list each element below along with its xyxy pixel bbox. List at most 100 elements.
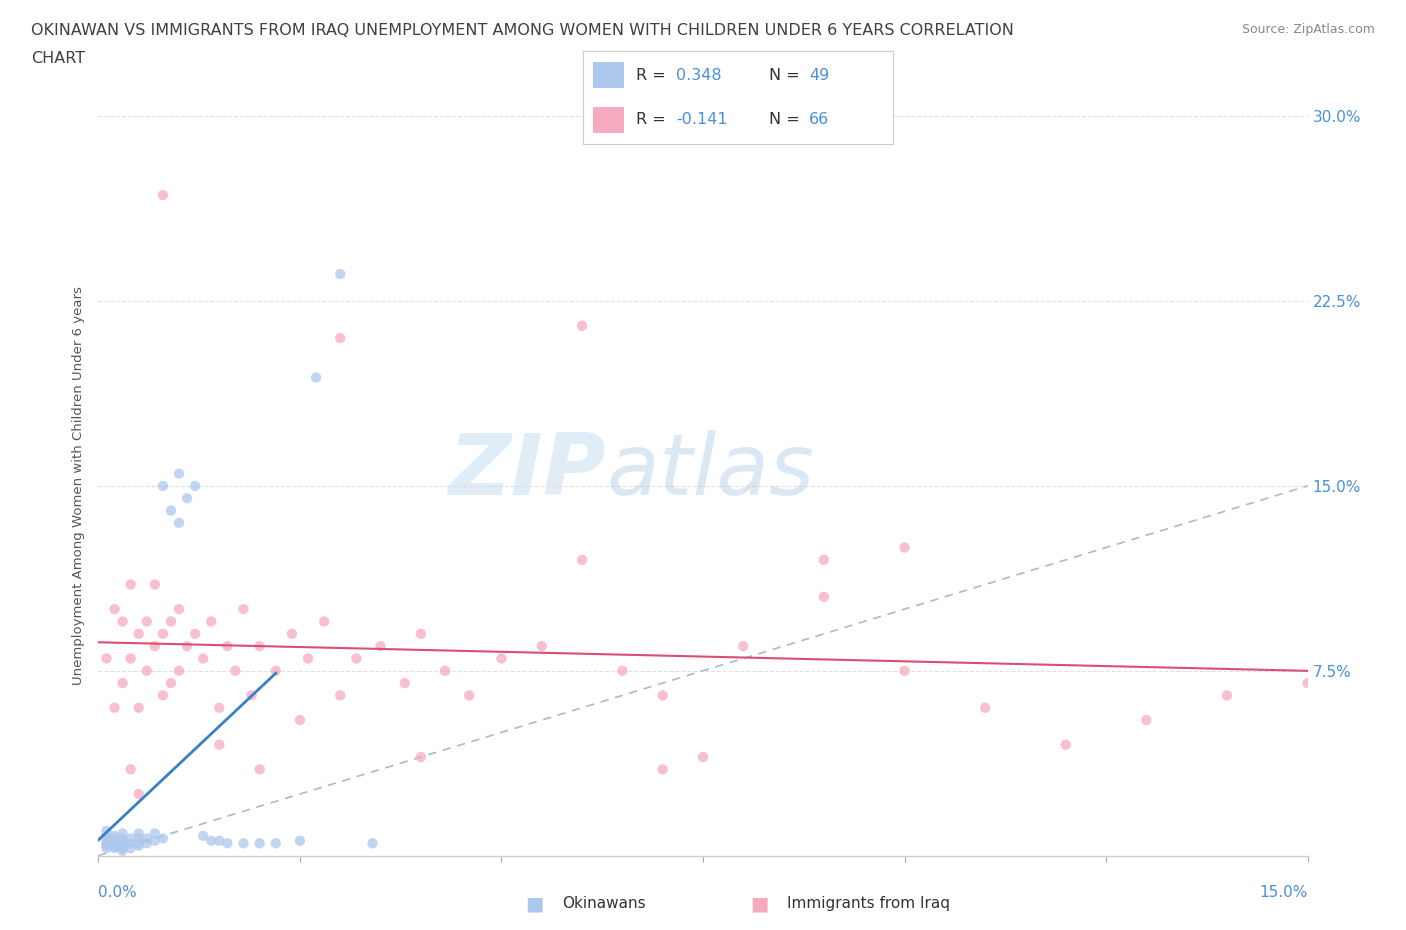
Text: ZIP: ZIP: [449, 430, 606, 512]
Point: [143, 833, 166, 848]
Text: 0.348: 0.348: [676, 68, 721, 83]
Text: ■: ■: [749, 895, 769, 913]
Point: [128, 826, 150, 841]
Point: [176, 491, 198, 506]
Point: [135, 663, 157, 678]
Point: [224, 663, 246, 678]
Point: [249, 836, 271, 851]
Point: [167, 466, 190, 481]
Point: [651, 762, 673, 777]
Text: R =: R =: [636, 68, 671, 83]
Point: [249, 762, 271, 777]
Point: [152, 830, 174, 845]
Point: [152, 479, 174, 494]
Point: [530, 639, 553, 654]
Point: [176, 639, 198, 654]
Point: [297, 651, 319, 666]
Point: [167, 663, 190, 678]
Point: [288, 833, 311, 848]
Point: [96, 830, 118, 845]
Point: [111, 838, 134, 853]
Point: [193, 829, 215, 844]
Point: [344, 651, 367, 666]
Point: [103, 602, 125, 617]
Point: [409, 627, 432, 642]
Point: [232, 602, 254, 617]
Point: [103, 841, 125, 856]
Point: [111, 614, 134, 629]
Point: [135, 614, 157, 629]
Point: [167, 515, 190, 530]
Point: [361, 836, 384, 851]
Point: [152, 627, 174, 642]
Point: [96, 838, 118, 853]
Point: [96, 841, 118, 856]
Point: [111, 836, 134, 851]
Point: [1135, 712, 1157, 727]
Point: [217, 639, 239, 654]
Point: [96, 824, 118, 839]
Point: [120, 836, 142, 851]
Point: [217, 836, 239, 851]
Point: [974, 700, 997, 715]
Point: [612, 663, 634, 678]
Point: [128, 836, 150, 851]
Point: [128, 787, 150, 802]
Text: 15.0%: 15.0%: [1260, 885, 1308, 900]
Point: [96, 833, 118, 848]
Point: [103, 833, 125, 848]
Text: -0.141: -0.141: [676, 113, 728, 127]
Point: [120, 830, 142, 845]
Point: [103, 838, 125, 853]
Text: 66: 66: [810, 113, 830, 127]
Point: [103, 700, 125, 715]
Point: [103, 830, 125, 845]
Text: ■: ■: [524, 895, 544, 913]
Point: [394, 675, 416, 690]
Point: [184, 479, 207, 494]
Text: OKINAWAN VS IMMIGRANTS FROM IRAQ UNEMPLOYMENT AMONG WOMEN WITH CHILDREN UNDER 6 : OKINAWAN VS IMMIGRANTS FROM IRAQ UNEMPLO…: [31, 23, 1014, 38]
Point: [281, 627, 304, 642]
Point: [103, 829, 125, 844]
Point: [143, 577, 166, 592]
Text: R =: R =: [636, 113, 671, 127]
Point: [120, 577, 142, 592]
Point: [111, 844, 134, 858]
Point: [240, 688, 263, 703]
Point: [120, 762, 142, 777]
Text: Source: ZipAtlas.com: Source: ZipAtlas.com: [1241, 23, 1375, 36]
Text: CHART: CHART: [31, 51, 84, 66]
Point: [813, 590, 835, 604]
Point: [111, 833, 134, 848]
Point: [491, 651, 513, 666]
FancyBboxPatch shape: [593, 62, 624, 88]
Point: [305, 370, 328, 385]
Text: N =: N =: [769, 113, 806, 127]
Point: [314, 614, 336, 629]
Point: [143, 639, 166, 654]
Point: [208, 737, 231, 752]
Text: 0.0%: 0.0%: [98, 885, 138, 900]
Text: atlas: atlas: [606, 430, 814, 512]
Point: [208, 700, 231, 715]
Point: [128, 838, 150, 853]
Point: [434, 663, 457, 678]
Text: Okinawans: Okinawans: [562, 897, 645, 911]
Point: [893, 540, 915, 555]
Point: [160, 675, 183, 690]
Point: [571, 318, 593, 333]
Point: [111, 841, 134, 856]
Point: [1054, 737, 1077, 752]
Point: [232, 836, 254, 851]
Point: [1216, 688, 1239, 703]
Point: [329, 688, 352, 703]
Point: [111, 675, 134, 690]
Point: [200, 833, 222, 848]
Point: [184, 627, 207, 642]
Point: [103, 836, 125, 851]
Point: [96, 836, 118, 851]
Point: [329, 331, 352, 346]
Point: [120, 651, 142, 666]
Point: [152, 188, 174, 203]
Point: [288, 712, 311, 727]
